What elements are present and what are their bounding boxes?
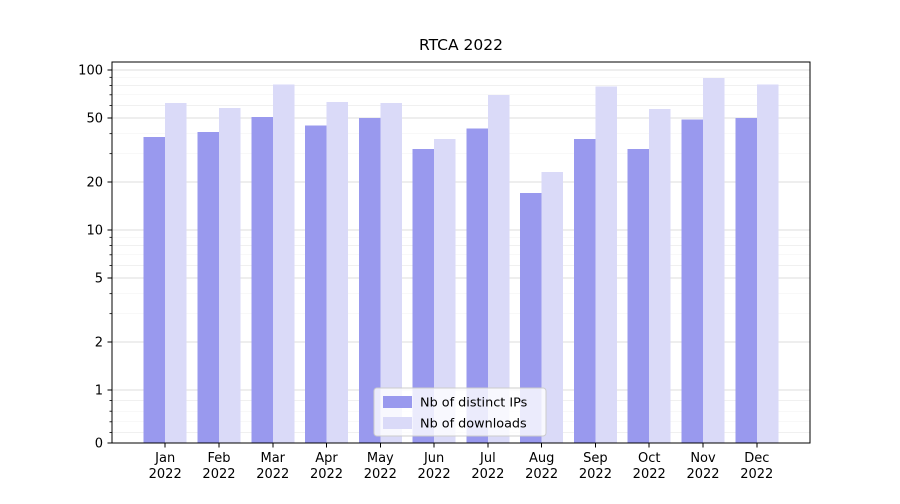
bar-downloads-aug bbox=[541, 172, 564, 444]
bar-distinct-ips-jun bbox=[412, 149, 435, 443]
x-tick-label-year: 2022 bbox=[525, 467, 558, 482]
y-tick-label: 0 bbox=[95, 437, 103, 452]
bar-downloads-apr bbox=[326, 102, 349, 443]
y-tick-label: 1 bbox=[95, 384, 103, 399]
x-tick-label-month: Oct bbox=[638, 451, 660, 466]
bar-distinct-ips-feb bbox=[197, 131, 219, 443]
bar-distinct-ips-mar bbox=[251, 116, 273, 444]
x-tick-label-year: 2022 bbox=[686, 467, 719, 482]
bar-downloads-jan bbox=[165, 103, 187, 443]
bar-distinct-ips-oct bbox=[627, 149, 650, 443]
x-tick-label-year: 2022 bbox=[471, 467, 504, 482]
y-tick-label: 20 bbox=[86, 175, 103, 190]
bar-downloads-jun bbox=[434, 139, 456, 444]
bar-distinct-ips-apr bbox=[305, 125, 327, 444]
bar-downloads-dec bbox=[756, 84, 779, 443]
bar-downloads-jul bbox=[487, 94, 510, 444]
x-tick-label-month: Nov bbox=[690, 451, 716, 466]
x-tick-label-month: Jun bbox=[423, 451, 444, 466]
x-tick-label-year: 2022 bbox=[740, 467, 773, 482]
bar-distinct-ips-sep bbox=[573, 139, 596, 444]
x-tick-label-month: Jul bbox=[479, 451, 496, 466]
plot-border bbox=[111, 61, 811, 444]
x-tick-label-year: 2022 bbox=[202, 467, 235, 482]
x-tick-label-year: 2022 bbox=[579, 467, 612, 482]
x-tick-label-month: Aug bbox=[529, 451, 554, 466]
y-tick-label: 5 bbox=[95, 272, 103, 287]
legend-label: Nb of distinct IPs bbox=[420, 396, 528, 411]
x-tick-label-month: Jan bbox=[154, 451, 175, 466]
legend-label: Nb of downloads bbox=[420, 417, 527, 432]
x-tick-label-year: 2022 bbox=[149, 467, 182, 482]
bar-distinct-ips-dec bbox=[735, 118, 757, 444]
bar-downloads-sep bbox=[595, 86, 617, 443]
x-tick-label-year: 2022 bbox=[633, 467, 666, 482]
bar-downloads-oct bbox=[649, 109, 671, 443]
x-tick-label-month: Apr bbox=[315, 451, 338, 466]
x-tick-label-year: 2022 bbox=[256, 467, 289, 482]
bar-distinct-ips-jul bbox=[466, 128, 488, 443]
legend-box bbox=[373, 387, 547, 437]
y-tick-label: 100 bbox=[78, 64, 103, 79]
bar-distinct-ips-jan bbox=[143, 137, 166, 443]
bar-downloads-mar bbox=[272, 84, 295, 443]
bar-distinct-ips-may bbox=[358, 118, 381, 444]
x-tick-label-month: Dec bbox=[744, 451, 769, 466]
x-tick-label-year: 2022 bbox=[364, 467, 397, 482]
bar-distinct-ips-aug bbox=[520, 193, 542, 443]
x-tick-label-month: Mar bbox=[260, 451, 285, 466]
y-tick-label: 2 bbox=[95, 335, 103, 350]
x-tick-label-month: Sep bbox=[583, 451, 608, 466]
chart-title: RTCA 2022 bbox=[419, 36, 503, 54]
legend-swatch-downloads bbox=[383, 417, 412, 429]
x-tick-label-month: Feb bbox=[207, 451, 230, 466]
bar-distinct-ips-nov bbox=[681, 119, 703, 443]
bar-downloads-feb bbox=[218, 107, 241, 443]
x-tick-label-year: 2022 bbox=[310, 467, 343, 482]
x-tick-label-month: May bbox=[367, 451, 394, 466]
bar-downloads-may bbox=[380, 103, 402, 443]
legend-swatch-distinct-ips bbox=[383, 396, 412, 408]
bar-downloads-nov bbox=[703, 78, 725, 443]
y-tick-label: 10 bbox=[86, 224, 103, 239]
y-tick-label: 50 bbox=[86, 112, 103, 127]
x-tick-label-year: 2022 bbox=[418, 467, 451, 482]
